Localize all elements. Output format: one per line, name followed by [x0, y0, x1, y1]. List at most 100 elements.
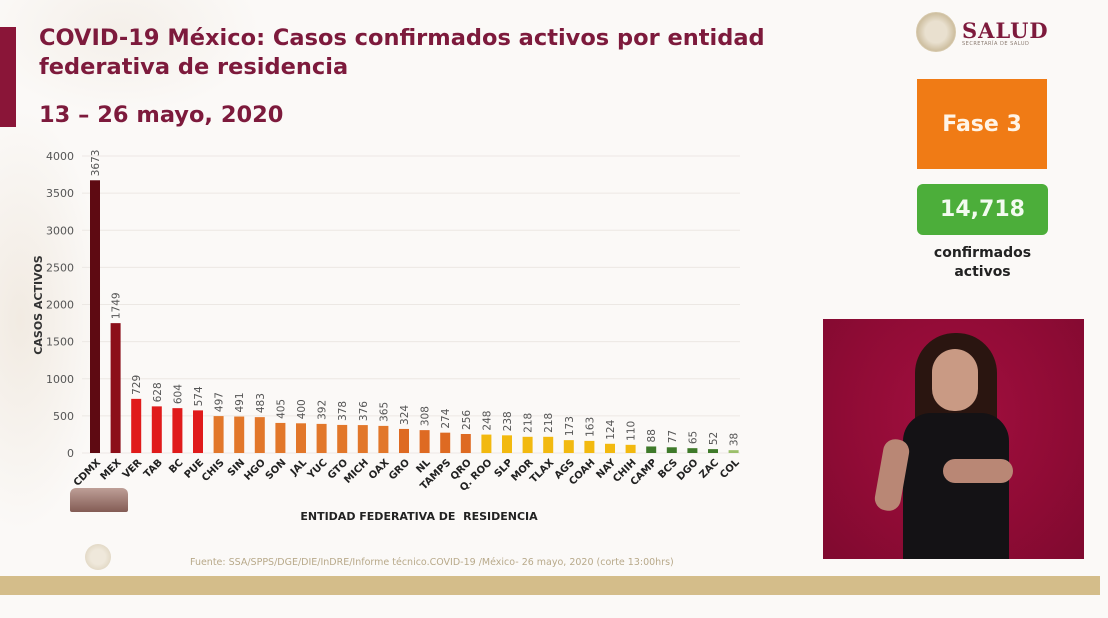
footer-seal-icon: [85, 544, 111, 570]
bar-zac: [708, 449, 718, 453]
bar-qro: [460, 433, 471, 453]
value-label: 256: [461, 410, 473, 430]
bar-tlax: [543, 436, 554, 453]
bar-gto: [337, 424, 348, 453]
value-label: 88: [646, 429, 658, 442]
x-tick-label: TLAX: [528, 457, 556, 485]
x-tick-label: CHIS: [200, 457, 227, 484]
y-axis-label: CASOS ACTIVOS: [32, 255, 45, 354]
value-label: 163: [584, 417, 596, 437]
y-tick-label: 2000: [46, 299, 74, 312]
bars: [90, 180, 739, 453]
value-label: 238: [502, 411, 514, 431]
bar-slp: [502, 435, 512, 453]
value-label: 77: [667, 430, 679, 443]
bar-bcs: [666, 447, 677, 453]
bar-chih: [625, 444, 636, 453]
total-active-label: confirmados activos: [933, 245, 1032, 280]
source-note: Fuente: SSA/SPPS/DGE/DIE/InDRE/Informe t…: [190, 557, 674, 568]
y-tick-label: 500: [53, 410, 74, 423]
bar-cdmx: [90, 180, 100, 453]
page-title: COVID-19 México: Casos confirmados activ…: [39, 25, 765, 80]
value-label: 574: [193, 386, 205, 406]
value-label: 376: [358, 401, 370, 421]
value-label: 497: [214, 392, 226, 412]
value-label: 3673: [90, 150, 102, 177]
x-tick-label: COL: [718, 457, 742, 481]
total-active-badge: 14,718: [917, 184, 1048, 235]
decorative-illustration: [70, 488, 128, 512]
bar-chart: 0 500 1000 1500 2000 2500 3000 3500 4000 CASOS A…: [32, 150, 742, 523]
bar-nl: [419, 430, 430, 453]
value-label: 52: [708, 432, 720, 445]
x-tick-label: MEX: [99, 457, 124, 482]
y-tick-label: 1000: [46, 373, 74, 386]
phase-badge: Fase 3: [917, 79, 1047, 169]
bar-son: [275, 422, 286, 453]
value-label: 392: [317, 400, 329, 420]
bar-mor: [522, 436, 533, 453]
value-label: 604: [172, 384, 184, 404]
value-label: 38: [729, 433, 741, 446]
y-tick-label: 0: [67, 447, 74, 460]
bar-col: [728, 450, 739, 453]
salud-logo: SALUD SECRETARÍA DE SALUD: [916, 12, 1049, 52]
value-labels: 3673 1749 729 628 604 574 497 491 483 405 400 392 37…: [90, 150, 741, 447]
value-label: 483: [255, 393, 267, 413]
bar-camp: [646, 446, 657, 453]
logo-name: SALUD: [962, 17, 1049, 43]
sign-language-video: [823, 319, 1084, 559]
value-label: 400: [296, 399, 308, 419]
bar-nay: [605, 443, 615, 453]
x-tick-label: YUC: [305, 457, 330, 482]
value-label: 124: [605, 419, 617, 439]
x-tick-label: DGO: [675, 457, 700, 482]
value-label: 173: [564, 416, 576, 436]
bar-ver: [131, 398, 142, 453]
value-label: 65: [687, 431, 699, 444]
interpreter-face: [932, 349, 978, 411]
y-tick-label: 1500: [46, 336, 74, 349]
value-label: 378: [337, 401, 349, 421]
bar-tamps: [440, 432, 451, 453]
x-tick-label: CDMX: [72, 457, 104, 489]
x-tick-label: ZAC: [698, 457, 722, 481]
bar-chis: [213, 416, 224, 453]
bar-coah: [584, 440, 595, 453]
y-tick-label: 3500: [46, 187, 74, 200]
bar-oax: [378, 425, 389, 453]
bar-mich: [357, 425, 368, 453]
interpreter-body: [903, 413, 1009, 559]
x-tick-label: GRO: [387, 457, 412, 482]
x-axis-label: ENTIDAD FEDERATIVA DE RESIDENCIA: [300, 510, 538, 523]
bar-gro: [399, 428, 409, 453]
value-label: 218: [543, 413, 555, 433]
bar-bc: [172, 408, 183, 453]
value-label: 110: [626, 421, 638, 441]
y-tick-label: 2500: [46, 261, 74, 274]
bar-jal: [296, 423, 306, 453]
value-label: 324: [399, 405, 411, 425]
value-label: 491: [234, 392, 246, 412]
value-label: 248: [481, 411, 493, 431]
bar-mex: [110, 323, 121, 453]
bar-yuc: [316, 423, 327, 453]
value-label: 308: [420, 406, 432, 426]
value-label: 628: [152, 382, 164, 402]
national-seal-icon: [916, 12, 956, 52]
x-tick-label: VER: [121, 457, 145, 481]
y-tick-label: 3000: [46, 224, 74, 237]
x-tick-label: SON: [264, 457, 289, 482]
bar-pue: [193, 410, 203, 453]
bar-ags: [563, 440, 574, 453]
bar-tab: [151, 406, 162, 453]
x-tick-label: HGO: [242, 457, 268, 483]
footer-bar: [0, 576, 1100, 595]
interpreter-arm-right: [943, 459, 1013, 483]
y-tick-label: 4000: [46, 150, 74, 163]
x-tick-label: OAX: [367, 457, 392, 482]
x-tick-label: TAB: [142, 457, 165, 480]
bar-sin: [234, 416, 245, 453]
value-label: 1749: [111, 292, 123, 319]
